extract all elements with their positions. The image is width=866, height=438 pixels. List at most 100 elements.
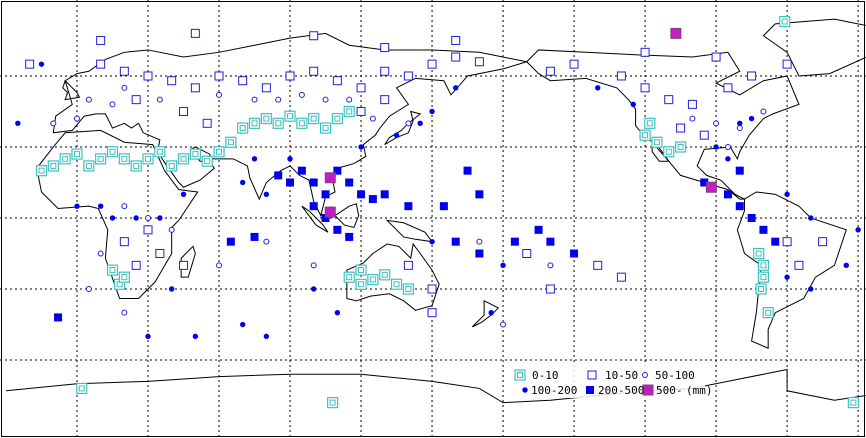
station-0-10 — [367, 273, 379, 286]
station-10-50 — [261, 83, 271, 93]
station-500-plus — [705, 181, 717, 193]
legend-symbol-0-10 — [514, 369, 526, 381]
station-0-10 — [260, 112, 272, 125]
station-100-200 — [713, 144, 719, 150]
station-0-10 — [757, 271, 770, 283]
legend-label-50-100: 50-100 — [655, 369, 695, 382]
station-100-200 — [488, 309, 494, 316]
station-10-50 — [474, 57, 484, 67]
station-0-10 — [248, 117, 261, 129]
station-100-200 — [855, 227, 861, 233]
coastline-eurasia — [52, 32, 527, 218]
station-200-500 — [759, 225, 768, 234]
station-0-10 — [118, 153, 130, 165]
station-50-100 — [109, 101, 116, 108]
station-10-50 — [155, 249, 165, 259]
station-0-10 — [343, 105, 355, 118]
station-10-50 — [96, 35, 106, 45]
station-50-100 — [500, 321, 507, 328]
station-50-100 — [74, 115, 80, 122]
station-100-200 — [74, 203, 80, 209]
station-100-200 — [287, 156, 293, 162]
station-0-10 — [272, 117, 284, 129]
station-10-50 — [214, 71, 224, 81]
station-0-10 — [402, 283, 414, 295]
station-0-10 — [319, 122, 332, 134]
station-100-200 — [843, 262, 849, 269]
station-0-10 — [390, 278, 403, 290]
station-0-10 — [327, 397, 339, 409]
station-200-500 — [333, 225, 342, 234]
station-0-10 — [166, 160, 178, 172]
station-100-200 — [263, 191, 270, 198]
station-0-10 — [651, 136, 663, 148]
legend-label-500: 500- — [656, 384, 683, 397]
station-50-100 — [476, 238, 483, 245]
station-10-50 — [616, 272, 626, 282]
station-100-200 — [311, 286, 317, 292]
station-0-10 — [355, 278, 367, 290]
station-0-10 — [95, 153, 107, 165]
legend-unit: (mm) — [686, 384, 713, 397]
legend: 0-10 10-50 50-100 100-200 200-500 500- (… — [505, 364, 713, 398]
station-100-200 — [168, 286, 175, 292]
station-100-200 — [15, 120, 21, 127]
coastline-samerica — [736, 191, 847, 349]
station-0-10 — [130, 160, 142, 172]
station-50-100 — [310, 262, 317, 269]
station-200-500 — [345, 232, 354, 241]
coastline-greenland — [762, 18, 866, 77]
station-50-100 — [298, 91, 305, 98]
station-10-50 — [522, 249, 532, 259]
legend-label-0-10: 0-10 — [532, 369, 559, 382]
station-50-100 — [85, 286, 92, 293]
station-100-200 — [417, 120, 423, 127]
station-50-100 — [145, 215, 152, 221]
station-10-50 — [380, 66, 390, 76]
station-100-200 — [157, 215, 163, 221]
station-10-50 — [723, 83, 733, 93]
station-200-500 — [735, 166, 744, 175]
station-50-100 — [724, 143, 731, 150]
station-100-200 — [239, 321, 246, 328]
station-50-100 — [251, 96, 258, 103]
station-10-50 — [285, 71, 295, 81]
station-50-100 — [168, 226, 175, 233]
station-100-200 — [748, 115, 755, 122]
coastline-japan — [384, 110, 422, 146]
station-200-500 — [368, 195, 377, 204]
station-200-500 — [345, 178, 354, 187]
station-200-500 — [747, 214, 756, 222]
station-10-50 — [664, 95, 674, 105]
station-200-500 — [250, 232, 259, 241]
station-100-200 — [630, 101, 636, 108]
station-200-500 — [534, 225, 543, 234]
station-50-100 — [346, 96, 353, 103]
station-200-500 — [546, 237, 555, 246]
station-0-10 — [779, 15, 791, 28]
station-500-plus — [324, 206, 336, 218]
legend-label-100-200: 100-200 — [531, 384, 577, 397]
station-10-50 — [545, 66, 555, 76]
station-50-100 — [275, 96, 282, 103]
station-10-50 — [380, 43, 390, 53]
station-50-100 — [547, 262, 554, 269]
coastline-sumatra — [301, 205, 329, 233]
station-200-500 — [735, 202, 744, 211]
station-0-10 — [71, 148, 83, 160]
station-0-10 — [118, 271, 130, 283]
station-200-500 — [309, 178, 318, 187]
station-200-500 — [570, 249, 579, 258]
station-0-10 — [343, 271, 355, 283]
station-100-200 — [263, 333, 270, 340]
station-200-500 — [700, 178, 709, 187]
station-50-100 — [121, 84, 128, 91]
station-100-200 — [808, 215, 814, 221]
legend-label-200-500: 200-500 — [598, 384, 644, 397]
station-100-200 — [358, 144, 364, 150]
station-50-100 — [405, 120, 412, 127]
station-100-200 — [595, 85, 601, 91]
station-10-50 — [356, 83, 366, 93]
